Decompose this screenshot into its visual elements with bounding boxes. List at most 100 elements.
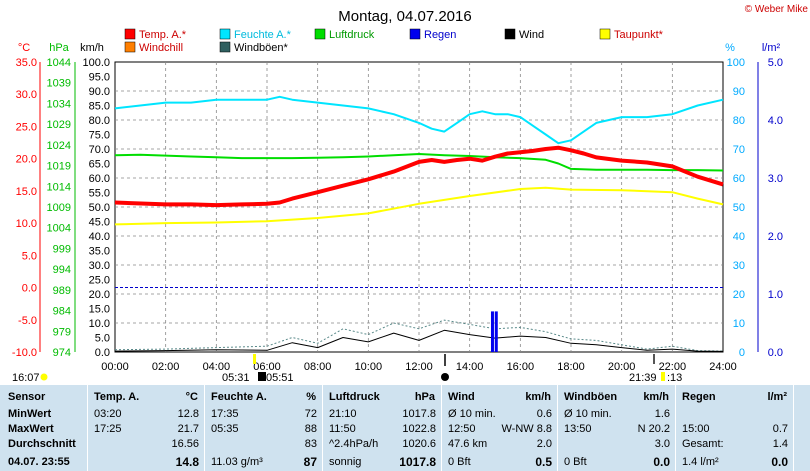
legend-label-rain: Regen bbox=[424, 29, 456, 41]
time-tick-label: 12:00 bbox=[405, 361, 433, 373]
col-temp-unit: °C bbox=[185, 391, 198, 403]
wind-tick-label: 15.0 bbox=[89, 304, 110, 316]
col-gust: Windböen km/h bbox=[558, 385, 676, 471]
col_gust-footer-left: 0 Bft bbox=[564, 456, 587, 468]
plot-grid bbox=[114, 61, 724, 353]
legend-swatch-wind bbox=[504, 28, 516, 40]
col-press: Luftdruck hPa bbox=[323, 385, 442, 471]
col-gust-head: Windböen bbox=[564, 391, 618, 403]
wind-tick-label: 100.0 bbox=[82, 57, 110, 69]
footer-datetime: 04.07. 23:55 bbox=[8, 456, 70, 468]
sunset-marker bbox=[653, 354, 655, 364]
wind-tick-label: 80.0 bbox=[89, 115, 110, 127]
legend-label-humidity: Feuchte A.* bbox=[234, 29, 292, 41]
col_hum-footer-value: 87 bbox=[303, 455, 317, 469]
col_rain-footer-value: 0.0 bbox=[771, 455, 788, 469]
time-tick-label: 14:00 bbox=[456, 361, 484, 373]
rain-unit-label: l/m² bbox=[762, 42, 781, 54]
wind-tick-label: 45.0 bbox=[89, 217, 110, 229]
col-gust-unit: km/h bbox=[643, 391, 669, 403]
col_press-row-time: 21:10 bbox=[329, 408, 357, 420]
sun-markers: 16:07 05:31 05:51 21:39 :13 bbox=[12, 354, 682, 384]
row-min-label: MinWert bbox=[8, 408, 52, 420]
legend-label-dewpoint: Taupunkt* bbox=[614, 29, 664, 41]
pressure-tick-label: 1039 bbox=[47, 78, 71, 90]
weather-chart: Montag, 04.07.2016 © Weber Mike Temp. A.… bbox=[12, 4, 809, 384]
wind-tick-label: 70.0 bbox=[89, 144, 110, 156]
col_wind-row-value: 2.0 bbox=[536, 438, 552, 450]
legend-swatch-gust bbox=[219, 41, 231, 53]
col-rain: Regen l/m² bbox=[676, 385, 794, 471]
time-tick-label: 18:00 bbox=[557, 361, 585, 373]
rain-bar bbox=[494, 311, 498, 352]
pressure-tick-label: 974 bbox=[53, 347, 71, 359]
rain-tick-label: 1.0 bbox=[768, 289, 783, 301]
moon-icon bbox=[258, 372, 266, 381]
legend-label-temp: Temp. A.* bbox=[139, 29, 187, 41]
wind-tick-label: 85.0 bbox=[89, 101, 110, 113]
wind-tick-label: 35.0 bbox=[89, 246, 110, 258]
col-wind-unit: km/h bbox=[525, 391, 551, 403]
col_gust-row-time: Ø 10 min. bbox=[564, 408, 612, 420]
col_wind-row-value: W-NW 8.8 bbox=[501, 423, 552, 435]
temp-tick-label: 25.0 bbox=[16, 121, 37, 133]
col_hum-row-value: 83 bbox=[304, 438, 317, 450]
time-tick-label: 16:00 bbox=[507, 361, 535, 373]
col_rain-row-value: 1.4 bbox=[772, 438, 788, 450]
wind-tick-label: 30.0 bbox=[89, 260, 110, 272]
col_gust-footer-value: 0.0 bbox=[653, 455, 670, 469]
col_gust-row-value: N 20.2 bbox=[637, 423, 670, 435]
col-press-unit: hPa bbox=[414, 391, 435, 403]
col_rain-row-value: 0.7 bbox=[772, 423, 788, 435]
temp-tick-label: 15.0 bbox=[16, 186, 37, 198]
pressure-unit-label: hPa bbox=[49, 42, 69, 54]
pressure-tick-label: 1019 bbox=[47, 161, 71, 173]
wind-tick-label: 60.0 bbox=[89, 173, 110, 185]
pressure-tick-label: 989 bbox=[53, 285, 71, 297]
humidity-tick-label: 90 bbox=[733, 86, 745, 98]
time-tick-label: 04:00 bbox=[203, 361, 231, 373]
col-hum: Feuchte A. % bbox=[205, 385, 323, 471]
legend-label-pressure: Luftdruck bbox=[329, 29, 375, 41]
wind-tick-label: 0.0 bbox=[95, 347, 110, 359]
series-temp bbox=[114, 145, 724, 208]
sunrise-label: 05:31 bbox=[222, 372, 250, 384]
wind-unit-label: km/h bbox=[80, 42, 104, 54]
pressure-tick-label: 1044 bbox=[47, 57, 71, 69]
temp-tick-label: 20.0 bbox=[16, 154, 37, 166]
time-tick-label: 00:00 bbox=[101, 361, 129, 373]
noon-marker bbox=[441, 373, 449, 381]
series-pressure bbox=[114, 153, 724, 172]
col_temp-row-value: 21.7 bbox=[177, 423, 199, 435]
legend-label-gust: Windböen* bbox=[234, 42, 289, 54]
col-temp: Temp. A. °C bbox=[88, 385, 205, 471]
series-wind bbox=[114, 329, 724, 352]
col_press-row-value: 1022.8 bbox=[402, 423, 436, 435]
col_hum-row-value: 88 bbox=[304, 423, 317, 435]
humidity-tick-label: 80 bbox=[733, 115, 745, 127]
col_rain-row-time: Gesamt: bbox=[682, 438, 724, 450]
temp-tick-label: 30.0 bbox=[16, 89, 37, 101]
pressure-tick-label: 979 bbox=[53, 326, 71, 338]
rain-tick-label: 3.0 bbox=[768, 173, 783, 185]
col-wind: Wind km/h bbox=[442, 385, 558, 471]
sunrise2-label: 05:51 bbox=[266, 372, 294, 384]
col_gust-row-value: 1.6 bbox=[654, 408, 670, 420]
time-tick-label: 10:00 bbox=[355, 361, 383, 373]
col-rain-unit: l/m² bbox=[767, 391, 787, 403]
wind-tick-label: 5.0 bbox=[95, 333, 110, 345]
series-dewpoint bbox=[114, 186, 724, 226]
humidity-tick-label: 60 bbox=[733, 173, 745, 185]
wind-tick-label: 50.0 bbox=[89, 202, 110, 214]
humidity-unit-label: % bbox=[725, 42, 735, 54]
statistics-table: Sensor MinWert MaxWert Durchschnitt 04.0… bbox=[0, 385, 810, 471]
humidity-tick-label: 30 bbox=[733, 260, 745, 272]
col_press-row-time: 11:50 bbox=[329, 423, 356, 435]
row-max-label: MaxWert bbox=[8, 423, 54, 435]
pressure-tick-label: 994 bbox=[53, 264, 71, 276]
humidity-tick-label: 70 bbox=[733, 144, 745, 156]
temp-tick-label: 0.0 bbox=[22, 283, 37, 295]
humidity-tick-label: 10 bbox=[733, 318, 745, 330]
temp-tick-label: 5.0 bbox=[22, 250, 37, 262]
col_rain-row-time: 15:00 bbox=[682, 423, 710, 435]
